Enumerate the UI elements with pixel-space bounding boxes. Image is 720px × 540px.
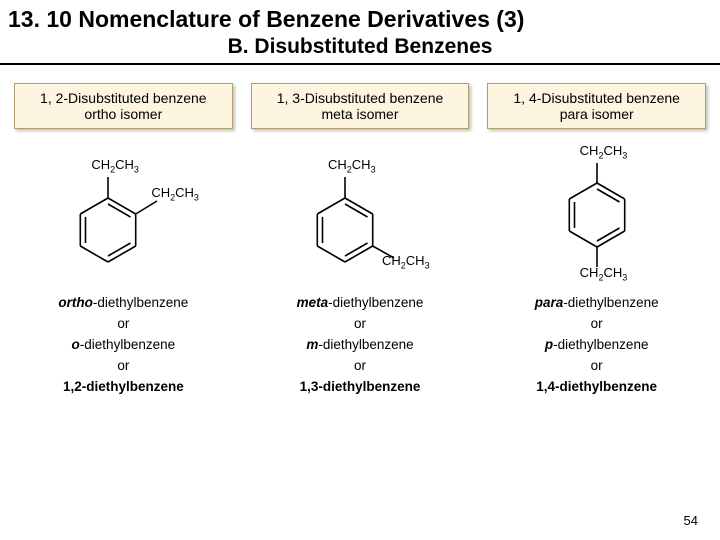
- or1-para: or: [535, 314, 659, 335]
- structure-ortho: CH2CH3 CH2CH3: [53, 145, 193, 285]
- header-box-ortho: 1, 2-Disubstituted benzene ortho isomer: [14, 83, 233, 129]
- header-meta-line1: 1, 3-Disubstituted benzene: [256, 90, 465, 106]
- header-para-line1: 1, 4-Disubstituted benzene: [492, 90, 701, 106]
- column-meta: 1, 3-Disubstituted benzene meta isomer C…: [251, 83, 470, 398]
- name1-meta: meta-diethylbenzene: [297, 293, 424, 314]
- sub-side-meta: CH2CH3: [382, 253, 430, 271]
- header-box-meta: 1, 3-Disubstituted benzene meta isomer: [251, 83, 470, 129]
- header-box-para: 1, 4-Disubstituted benzene para isomer: [487, 83, 706, 129]
- name3-meta: 1,3-diethylbenzene: [297, 377, 424, 398]
- sub-top-ortho: CH2CH3: [91, 157, 139, 175]
- header-ortho-line1: 1, 2-Disubstituted benzene: [19, 90, 228, 106]
- column-para: 1, 4-Disubstituted benzene para isomer C…: [487, 83, 706, 398]
- or2-ortho: or: [58, 356, 188, 377]
- or2-para: or: [535, 356, 659, 377]
- or1-ortho: or: [58, 314, 188, 335]
- name3-ortho: 1,2-diethylbenzene: [58, 377, 188, 398]
- header-meta-line2: meta isomer: [256, 106, 465, 122]
- structure-para: CH2CH3 CH2CH3: [527, 145, 667, 285]
- header-ortho-line2: ortho isomer: [19, 106, 228, 122]
- sub-title: B. Disubstituted Benzenes: [8, 35, 712, 59]
- sub-side-ortho: CH2CH3: [151, 185, 199, 203]
- columns-container: 1, 2-Disubstituted benzene ortho isomer: [0, 65, 720, 398]
- or1-meta: or: [297, 314, 424, 335]
- name2-meta: m-diethylbenzene: [297, 335, 424, 356]
- name1-ortho: ortho-diethylbenzene: [58, 293, 188, 314]
- sub-top-meta: CH2CH3: [328, 157, 376, 175]
- page-number: 54: [684, 513, 698, 528]
- names-ortho: ortho-diethylbenzene or o-diethylbenzene…: [58, 293, 188, 398]
- column-ortho: 1, 2-Disubstituted benzene ortho isomer: [14, 83, 233, 398]
- names-para: para-diethylbenzene or p-diethylbenzene …: [535, 293, 659, 398]
- name1-para: para-diethylbenzene: [535, 293, 659, 314]
- name3-para: 1,4-diethylbenzene: [535, 377, 659, 398]
- name2-ortho: o-diethylbenzene: [58, 335, 188, 356]
- sub-top-para: CH2CH3: [580, 143, 628, 161]
- structure-meta: CH2CH3 CH2CH3: [290, 145, 430, 285]
- main-title: 13. 10 Nomenclature of Benzene Derivativ…: [8, 6, 712, 33]
- or2-meta: or: [297, 356, 424, 377]
- hexagon-para: [527, 145, 667, 285]
- name2-para: p-diethylbenzene: [535, 335, 659, 356]
- header-para-line2: para isomer: [492, 106, 701, 122]
- sub-bottom-para: CH2CH3: [580, 265, 628, 283]
- names-meta: meta-diethylbenzene or m-diethylbenzene …: [297, 293, 424, 398]
- title-section: 13. 10 Nomenclature of Benzene Derivativ…: [0, 0, 720, 65]
